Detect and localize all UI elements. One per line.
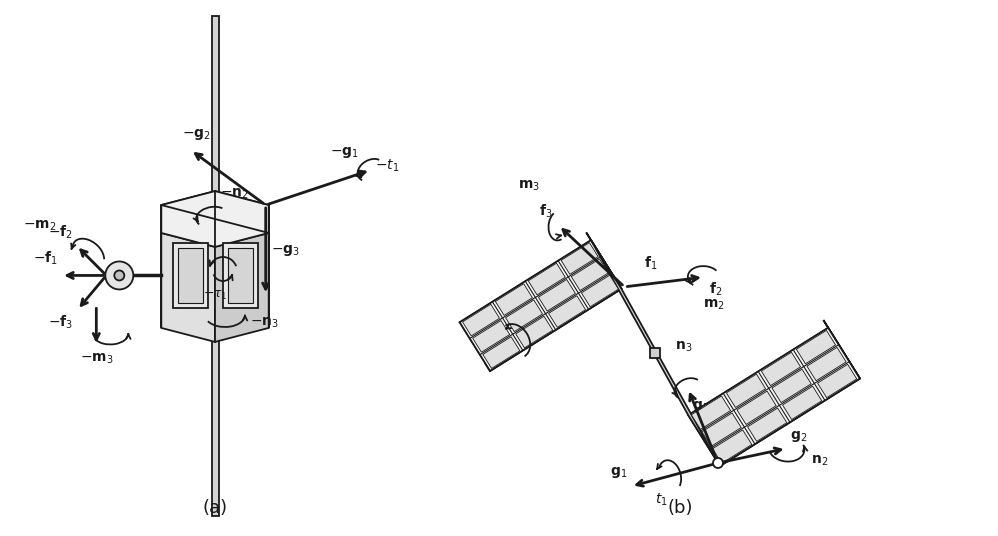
Text: (b): (b) [668,499,693,517]
Polygon shape [692,396,731,429]
Text: $\mathbf{f}_2$: $\mathbf{f}_2$ [709,280,723,297]
Polygon shape [549,296,586,327]
Text: $-\mathbf{f}_2$: $-\mathbf{f}_2$ [48,224,73,241]
Text: $-\mathbf{n}_3$: $-\mathbf{n}_3$ [250,316,279,330]
Polygon shape [462,304,500,336]
Bar [173,243,208,308]
Text: $-\mathbf{f}_1$: $-\mathbf{f}_1$ [33,250,58,267]
Text: $\mathbf{g}_2$: $\mathbf{g}_2$ [790,429,807,444]
Text: (a): (a) [203,499,228,517]
Text: $-\mathbf{n}_2$: $-\mathbf{n}_2$ [220,187,249,201]
Polygon shape [162,191,268,247]
Text: $\mathbf{g}_3$: $\mathbf{g}_3$ [692,399,710,414]
Polygon shape [782,386,821,420]
Text: $-\mathbf{g}_3$: $-\mathbf{g}_3$ [270,243,299,258]
Text: $\mathbf{f}_1$: $\mathbf{f}_1$ [645,255,658,272]
Polygon shape [702,413,742,446]
Polygon shape [748,408,786,442]
Text: $-\tau_1$: $-\tau_1$ [203,289,228,302]
Polygon shape [528,263,565,295]
Polygon shape [582,275,619,307]
Circle shape [106,262,134,289]
Text: $\mathbf{n}_2$: $\mathbf{n}_2$ [811,453,828,467]
FancyBboxPatch shape [212,16,219,516]
Polygon shape [807,347,846,381]
Text: $-\mathbf{f}_3$: $-\mathbf{f}_3$ [48,314,74,331]
Polygon shape [215,191,268,300]
Polygon shape [713,430,751,463]
Polygon shape [591,240,720,466]
Bar [228,248,253,303]
Text: $\mathbf{m}_2$: $\mathbf{m}_2$ [703,297,725,311]
Polygon shape [772,369,811,403]
Text: $\tau_1$: $\tau_1$ [483,332,497,346]
Polygon shape [571,259,608,291]
Polygon shape [737,391,776,425]
Polygon shape [506,300,543,332]
Polygon shape [796,330,835,364]
Polygon shape [823,320,860,378]
Polygon shape [689,327,860,466]
Text: $-\mathbf{g}_1$: $-\mathbf{g}_1$ [329,145,358,160]
Polygon shape [716,371,860,466]
Polygon shape [459,240,622,371]
Bar [650,347,660,358]
Polygon shape [586,233,622,289]
Circle shape [115,271,125,280]
Text: $\mathit{t}_1$: $\mathit{t}_1$ [656,492,668,508]
Polygon shape [483,337,520,368]
Text: $\mathbf{n}_3$: $\mathbf{n}_3$ [675,340,693,354]
Text: $-\mathbf{m}_3$: $-\mathbf{m}_3$ [80,352,113,366]
Polygon shape [539,279,576,311]
Polygon shape [516,316,553,348]
Bar [178,248,203,303]
Polygon shape [215,233,268,342]
Polygon shape [485,281,622,371]
Polygon shape [495,284,532,315]
Polygon shape [817,364,856,398]
Bar [223,243,258,308]
Polygon shape [727,374,765,407]
Polygon shape [761,352,800,385]
Polygon shape [162,233,215,342]
Text: $\mathbf{f}_3$: $\mathbf{f}_3$ [539,203,553,220]
Text: $-\mathbf{m}_2$: $-\mathbf{m}_2$ [23,218,56,233]
Polygon shape [561,243,598,274]
Polygon shape [162,191,215,300]
Circle shape [713,458,723,468]
Text: $-\mathbf{g}_2$: $-\mathbf{g}_2$ [182,127,211,142]
Text: $\mathbf{g}_1$: $\mathbf{g}_1$ [610,465,627,480]
Text: $-\mathit{t}_1$: $-\mathit{t}_1$ [374,158,399,174]
Text: $\mathbf{m}_3$: $\mathbf{m}_3$ [518,179,540,193]
Polygon shape [473,321,510,352]
